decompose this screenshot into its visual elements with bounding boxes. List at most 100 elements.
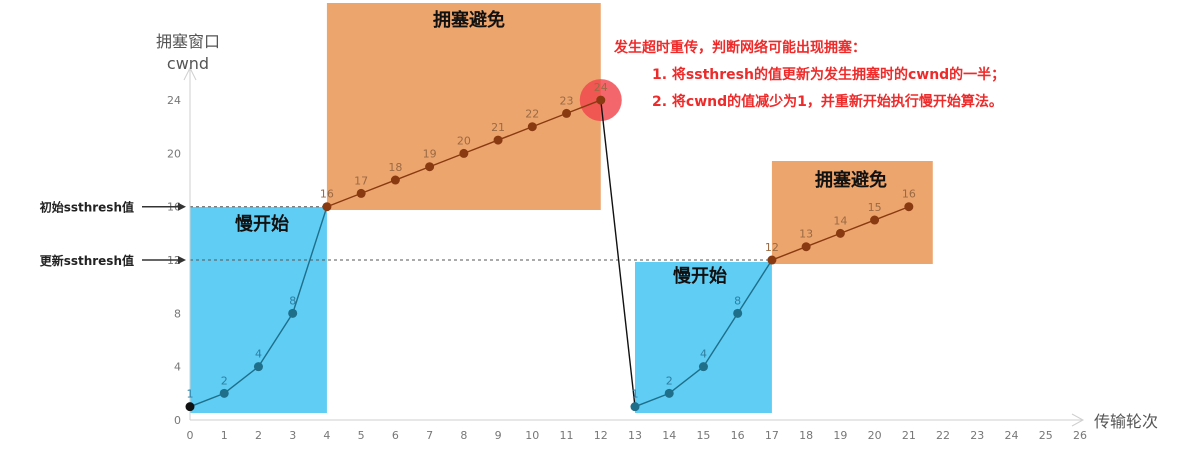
series-segment	[874, 206, 910, 221]
phase-label: 慢开始	[673, 265, 727, 287]
annotation-line: 1. 将ssthresh的值更新为发生拥塞时的cwnd的一半；	[652, 66, 1005, 83]
x-tick-label: 2	[255, 429, 262, 442]
ssthresh-lines	[190, 206, 775, 261]
series-segment	[532, 112, 567, 128]
data-label: 21	[491, 121, 505, 134]
y-axis-label-line2: cwnd	[167, 54, 209, 73]
data-label: 4	[700, 348, 707, 361]
x-tick-label: 18	[799, 429, 813, 442]
y-tick-label: 24	[167, 94, 181, 107]
data-label: 8	[289, 294, 296, 307]
series-segment	[395, 166, 430, 181]
x-tick-label: 8	[460, 429, 467, 442]
data-label: 16	[902, 188, 916, 201]
series-segment	[668, 366, 704, 394]
x-tick-label: 19	[833, 429, 847, 442]
data-point	[288, 308, 298, 318]
x-tick-label: 24	[1005, 429, 1019, 442]
x-tick-label: 4	[323, 429, 330, 442]
series-segment	[360, 179, 396, 195]
phase-zone	[190, 207, 327, 413]
x-tick-label: 3	[289, 429, 296, 442]
data-point	[390, 175, 400, 185]
annotation-line: 发生超时重传，判断网络可能出现拥塞：	[613, 39, 866, 56]
series-segment	[600, 100, 636, 407]
x-tick-label: 12	[594, 429, 608, 442]
series-segment	[805, 232, 841, 248]
series-segment	[840, 219, 875, 235]
series-segment	[189, 392, 225, 408]
series-segment	[634, 392, 670, 408]
x-tick-label: 11	[560, 429, 574, 442]
series-segment	[257, 312, 294, 368]
phase-zones	[190, 3, 933, 413]
series-segment	[223, 366, 259, 394]
data-point	[904, 202, 914, 212]
x-axis-label: 传输轮次	[1094, 412, 1158, 431]
data-point	[698, 362, 708, 372]
data-point	[459, 148, 469, 158]
y-tick-label: 4	[174, 361, 181, 374]
data-label: 14	[833, 214, 847, 227]
ssthresh-marker-label: 更新ssthresh值	[40, 253, 134, 268]
data-label: 2	[221, 374, 228, 387]
data-label: 24	[594, 81, 608, 94]
data-label: 23	[560, 94, 574, 107]
x-tick-label: 6	[392, 429, 399, 442]
data-label: 4	[255, 348, 262, 361]
y-tick-label: 8	[174, 307, 181, 320]
data-point	[253, 362, 263, 372]
x-tick-labels: 0 1 2 3 4 5 6 7 8 9 10 11 12 13 14 15 16 17 18 19 20 21 22 23 24…	[187, 429, 1087, 442]
series-segment	[702, 312, 739, 368]
data-point	[527, 122, 537, 132]
x-tick-label: 5	[358, 429, 365, 442]
series-segment	[292, 206, 328, 314]
ssthresh-marker-arrowhead	[178, 202, 186, 211]
data-label: 20	[457, 134, 471, 147]
data-point	[425, 162, 435, 172]
data-point	[356, 188, 366, 198]
data-label: 1	[631, 388, 638, 401]
data-label: 1	[187, 388, 194, 401]
data-point	[596, 95, 606, 105]
series-segment	[737, 259, 773, 314]
data-point	[767, 255, 777, 265]
annotation-line: 2. 将cwnd的值减少为1，并重新开始执行慢开始算法。	[652, 93, 1003, 110]
phase-zone	[771, 161, 933, 264]
x-tick-label: 13	[628, 429, 642, 442]
data-label: 22	[525, 108, 539, 121]
x-tick-label: 21	[902, 429, 916, 442]
data-point	[870, 215, 880, 225]
data-label: 17	[354, 174, 368, 187]
phase-zone	[634, 262, 772, 413]
series-segment	[771, 246, 807, 261]
data-point	[562, 108, 572, 118]
series-segment	[429, 152, 465, 168]
timeout-annotation: 发生超时重传，判断网络可能出现拥塞： 1. 将ssthresh的值更新为发生拥塞时…	[613, 39, 1005, 110]
x-tick-label: 23	[970, 429, 984, 442]
x-tick-label: 14	[662, 429, 676, 442]
data-label: 12	[765, 241, 779, 254]
y-tick-label: 0	[174, 414, 181, 427]
y-tick-label: 20	[167, 147, 181, 160]
data-point	[664, 388, 674, 398]
data-point	[630, 402, 640, 412]
x-tick-label: 1	[221, 429, 228, 442]
data-label: 13	[799, 228, 813, 241]
x-axis-arrow	[1071, 413, 1085, 427]
series-segment	[326, 192, 362, 208]
x-tick-label: 16	[731, 429, 745, 442]
data-label: 16	[320, 188, 334, 201]
x-tick-label: 15	[696, 429, 710, 442]
ssthresh-marker-arrowhead	[178, 256, 186, 265]
y-axis-label-line1: 拥塞窗口	[156, 32, 220, 51]
x-tick-label: 0	[187, 429, 194, 442]
series-segment	[497, 126, 533, 141]
data-label: 2	[666, 374, 673, 387]
x-tick-label: 26	[1073, 429, 1087, 442]
phase-label: 慢开始	[235, 213, 289, 235]
